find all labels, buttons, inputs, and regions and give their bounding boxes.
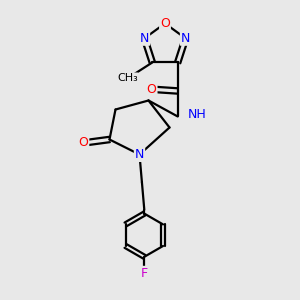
Text: N: N <box>135 148 144 161</box>
Text: F: F <box>141 267 148 280</box>
Text: O: O <box>147 83 157 96</box>
Text: O: O <box>160 17 170 30</box>
Text: N: N <box>181 32 190 45</box>
Text: NH: NH <box>187 108 206 121</box>
Text: CH₃: CH₃ <box>117 74 138 83</box>
Text: O: O <box>79 136 88 149</box>
Text: N: N <box>140 32 149 45</box>
